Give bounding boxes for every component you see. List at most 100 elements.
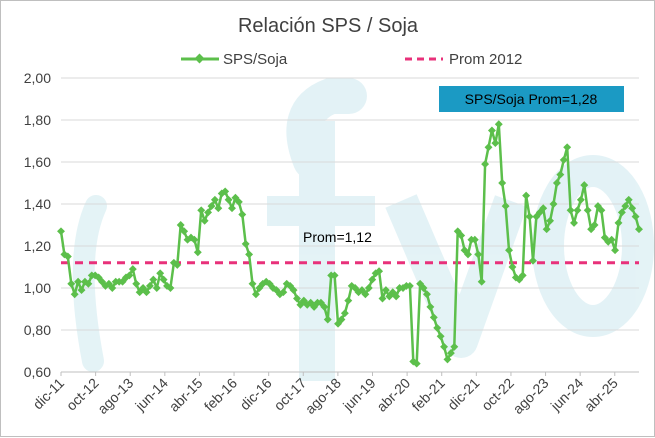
data-point — [590, 221, 599, 229]
data-point — [149, 275, 158, 284]
data-point — [245, 250, 254, 259]
data-point — [221, 187, 230, 196]
data-point — [375, 267, 384, 276]
legend-entry-prom-2012: Prom 2012 — [449, 51, 522, 68]
data-point — [614, 218, 623, 227]
data-point — [583, 206, 592, 215]
data-point — [166, 284, 175, 292]
data-point — [552, 179, 561, 187]
data-point — [419, 284, 428, 292]
legend-marker-sps-soja-diamond — [194, 53, 205, 64]
data-point — [529, 256, 537, 265]
data-point — [323, 315, 332, 324]
data-point — [491, 139, 500, 148]
data-point — [392, 292, 401, 301]
chart-title: Relación SPS / Soja — [238, 15, 419, 37]
data-point — [570, 218, 578, 227]
data-point — [344, 296, 353, 305]
series-sps-soja — [57, 120, 643, 368]
data-point — [361, 290, 370, 299]
data-point — [228, 204, 236, 213]
data-point — [566, 206, 575, 215]
x-tick-label: feb-21 — [408, 375, 448, 415]
data-point — [412, 359, 421, 368]
legend: SPS/Soja Prom 2012 — [181, 51, 522, 68]
x-tick-label: jun-19 — [339, 375, 379, 415]
data-point — [63, 252, 72, 261]
y-tick-label: 1,80 — [24, 112, 51, 128]
data-point — [214, 204, 223, 213]
data-point — [320, 302, 329, 311]
data-point — [563, 143, 572, 152]
legend-entry-sps-soja: SPS/Soja — [223, 51, 288, 68]
data-point — [204, 208, 213, 217]
data-point — [573, 206, 582, 215]
data-point — [293, 294, 301, 303]
data-point — [248, 279, 257, 288]
data-point — [238, 210, 247, 219]
data-point — [224, 195, 233, 204]
data-point — [631, 212, 640, 221]
data-point — [518, 271, 527, 280]
annotation-box: SPS/Soja Prom=1,28 — [439, 86, 624, 112]
data-point — [340, 309, 349, 318]
x-tick-label: abr-20 — [373, 375, 413, 415]
data-point — [621, 202, 630, 211]
data-point — [200, 216, 209, 225]
y-tick-label: 0,60 — [24, 364, 51, 380]
data-point — [440, 342, 449, 351]
data-point — [474, 250, 483, 259]
data-point — [628, 204, 637, 213]
data-point — [597, 206, 606, 215]
data-point — [176, 221, 185, 229]
data-point — [624, 195, 633, 204]
data-point — [464, 250, 472, 259]
x-tick-label: jun-14 — [131, 375, 171, 415]
data-point — [607, 235, 616, 244]
y-axis: 0,60 0,80 1,00 1,20 1,40 1,60 1,80 2,00 — [24, 70, 51, 380]
y-tick-label: 2,00 — [24, 70, 51, 86]
data-point — [142, 288, 151, 297]
data-point — [542, 225, 551, 234]
data-point — [446, 349, 455, 358]
x-axis: dic-11oct-12ago-13jun-14abr-15feb-16dic-… — [30, 371, 639, 417]
data-point — [193, 248, 202, 257]
data-point — [433, 323, 442, 332]
data-point — [508, 263, 517, 271]
data-point — [501, 202, 510, 211]
data-point — [364, 284, 373, 292]
data-point — [234, 197, 243, 206]
data-point — [525, 212, 534, 221]
data-point — [505, 246, 513, 255]
x-tick-label: abr-25 — [581, 375, 621, 415]
data-point — [481, 160, 490, 169]
data-point — [522, 191, 531, 200]
data-point — [210, 195, 219, 204]
data-point — [494, 120, 503, 129]
x-tick-label: feb-16 — [201, 375, 241, 415]
y-tick-label: 0,80 — [24, 322, 51, 338]
data-point — [378, 294, 387, 303]
data-point — [125, 271, 134, 280]
data-point — [330, 271, 339, 280]
data-point — [549, 200, 558, 208]
y-tick-label: 1,00 — [24, 280, 51, 296]
data-point — [368, 275, 377, 284]
data-point — [580, 181, 589, 190]
y-tick-label: 1,20 — [24, 238, 51, 254]
data-point — [241, 239, 250, 248]
data-point — [381, 286, 390, 295]
data-point — [190, 235, 199, 244]
data-point — [429, 313, 438, 322]
data-point — [611, 246, 620, 255]
data-point — [436, 332, 445, 341]
data-point — [470, 235, 479, 244]
data-point — [539, 204, 548, 213]
data-point — [635, 225, 643, 234]
data-point — [180, 227, 189, 236]
data-point — [279, 288, 288, 297]
data-point — [443, 355, 452, 364]
data-point — [426, 302, 435, 311]
